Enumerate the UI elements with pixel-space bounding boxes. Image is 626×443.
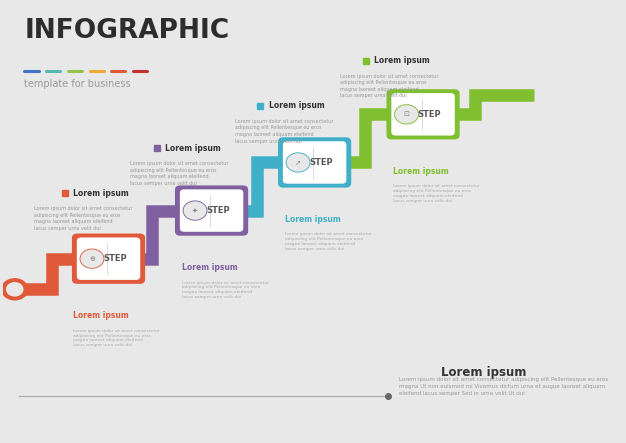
Text: STEP: STEP <box>418 110 441 119</box>
Text: Lorem ipsum: Lorem ipsum <box>182 263 237 272</box>
Text: Lorem ipsum dolor sit amet consectetur
adipiscing elit Pellentesque eu eros
magn: Lorem ipsum dolor sit amet consectetur a… <box>34 206 133 231</box>
Text: Lorem ipsum: Lorem ipsum <box>165 144 221 152</box>
Text: Lorem ipsum dolor sit amet consectetur
adipiscing elit Pellentesque eu eros
magn: Lorem ipsum dolor sit amet consectetur a… <box>182 280 269 299</box>
FancyBboxPatch shape <box>386 89 459 140</box>
Circle shape <box>286 153 310 172</box>
FancyBboxPatch shape <box>180 189 244 232</box>
Text: ↗: ↗ <box>295 159 301 165</box>
Text: Lorem ipsum dolor sit amet consectetur
adipiscing elit Pellentesque eu eros
magn: Lorem ipsum dolor sit amet consectetur a… <box>130 161 228 186</box>
Text: Lorem ipsum: Lorem ipsum <box>269 101 324 110</box>
Text: STEP: STEP <box>206 206 230 215</box>
Text: Lorem ipsum dolor sit amet consectetur
adipiscing elit Pellentesque eu eros
magn: Lorem ipsum dolor sit amet consectetur a… <box>73 329 160 347</box>
Text: ⊡: ⊡ <box>404 111 409 117</box>
Text: Lorem ipsum: Lorem ipsum <box>73 189 129 198</box>
Circle shape <box>7 283 23 296</box>
Text: Lorem ipsum dolor sit amet consectetur
adipiscing elit Pellentesque eu eros
magn: Lorem ipsum dolor sit amet consectetur a… <box>285 233 372 251</box>
Text: ✦: ✦ <box>192 208 198 214</box>
Text: Lorem ipsum: Lorem ipsum <box>285 215 341 224</box>
Circle shape <box>80 249 104 268</box>
Text: Lorem ipsum dolor sit amet consectetur adipiscing elit Pellentesque eu eros
magn: Lorem ipsum dolor sit amet consectetur a… <box>399 377 608 396</box>
Text: Lorem ipsum: Lorem ipsum <box>73 311 129 320</box>
Text: STEP: STEP <box>309 158 333 167</box>
Text: Lorem ipsum: Lorem ipsum <box>441 366 526 379</box>
FancyBboxPatch shape <box>175 186 248 236</box>
Text: Lorem ipsum dolor sit amet consectetur
adipiscing elit Pellentesque eu eros
magn: Lorem ipsum dolor sit amet consectetur a… <box>340 74 439 98</box>
Circle shape <box>394 105 418 124</box>
Text: Lorem ipsum dolor sit amet consectetur
adipiscing elit Pellentesque eu eros
magn: Lorem ipsum dolor sit amet consectetur a… <box>235 119 334 144</box>
Text: Lorem ipsum: Lorem ipsum <box>374 56 430 65</box>
Text: Lorem ipsum: Lorem ipsum <box>393 167 449 176</box>
FancyBboxPatch shape <box>283 141 346 184</box>
Text: ⊕: ⊕ <box>89 256 95 262</box>
FancyBboxPatch shape <box>72 233 145 284</box>
FancyBboxPatch shape <box>77 237 140 280</box>
Text: STEP: STEP <box>103 254 127 263</box>
Text: Lorem ipsum dolor sit amet consectetur
adipiscing elit Pellentesque eu eros
magn: Lorem ipsum dolor sit amet consectetur a… <box>393 184 480 203</box>
Text: INFOGRAPHIC: INFOGRAPHIC <box>24 18 230 44</box>
FancyBboxPatch shape <box>391 93 455 136</box>
FancyBboxPatch shape <box>278 137 351 187</box>
Circle shape <box>2 279 28 300</box>
Circle shape <box>183 201 207 220</box>
Text: template for business: template for business <box>24 79 131 89</box>
